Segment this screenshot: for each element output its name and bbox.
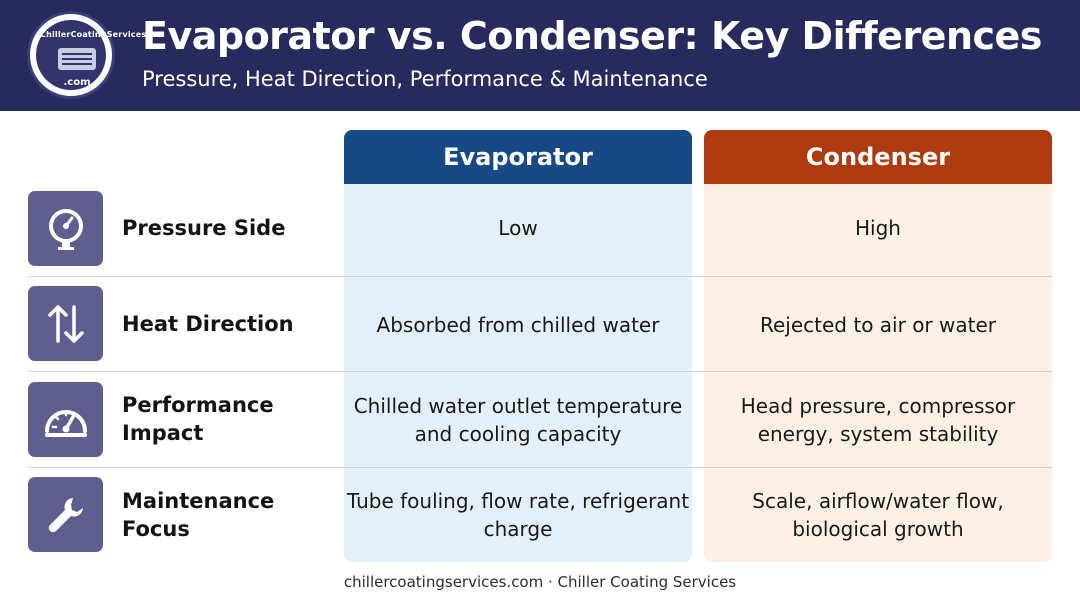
evaporator-cell: Tube fouling, flow rate, refrigerant cha… [346, 489, 690, 541]
page-subtitle: Pressure, Heat Direction, Performance & … [142, 67, 708, 91]
evaporator-column: Evaporator [344, 130, 692, 562]
header-banner: ChillerCoatingServices .com Evaporator v… [0, 0, 1080, 111]
pressure-gauge-icon [28, 191, 103, 266]
row-divider [28, 467, 1052, 468]
logo-suffix: .com [63, 77, 91, 88]
row-pressure-side: Pressure Side Low High [0, 181, 1080, 276]
evaporator-cell: Low [498, 216, 538, 240]
row-label: Maintenance Focus [122, 489, 275, 541]
row-maintenance-focus: Maintenance Focus Tube fouling, flow rat… [0, 468, 1080, 563]
footer-source: chillercoatingservices.com · Chiller Coa… [343, 573, 737, 591]
evaporator-header: Evaporator [344, 130, 692, 184]
row-label: Pressure Side [122, 216, 286, 240]
row-divider [28, 276, 1052, 277]
row-performance-impact: Performance Impact Chilled water outlet … [0, 372, 1080, 467]
condenser-cell: High [855, 216, 901, 240]
logo-badge: ChillerCoatingServices .com [36, 20, 146, 90]
condenser-cell: Scale, airflow/water flow, biological gr… [752, 489, 1004, 541]
row-heat-direction: Heat Direction Absorbed from chilled wat… [0, 277, 1080, 372]
evaporator-cell: Absorbed from chilled water [376, 313, 660, 337]
condenser-cell: Head pressure, compressor energy, system… [740, 394, 1016, 446]
condenser-column: Condenser [704, 130, 1052, 562]
speedometer-icon [28, 382, 103, 457]
row-label: Performance Impact [122, 393, 274, 445]
logo: ChillerCoatingServices .com [27, 11, 146, 99]
wrench-icon [28, 477, 103, 552]
up-down-arrows-icon [28, 286, 103, 361]
row-label: Heat Direction [122, 312, 294, 336]
page-title: Evaporator vs. Condenser: Key Difference… [142, 14, 1042, 58]
row-divider [28, 371, 1052, 372]
condenser-cell: Rejected to air or water [760, 313, 996, 337]
condenser-header: Condenser [704, 130, 1052, 184]
logo-text: ChillerCoatingServices [40, 30, 147, 39]
chiller-unit-icon [58, 48, 96, 70]
evaporator-cell: Chilled water outlet temperature and coo… [353, 394, 683, 446]
